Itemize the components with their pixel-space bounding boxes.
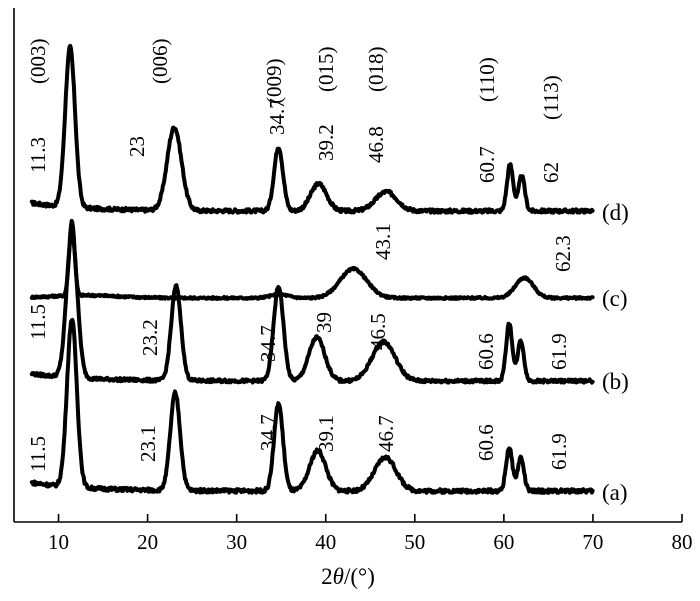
peak-label-b: 11.5 xyxy=(26,304,50,340)
peak-label-c: 43.1 xyxy=(371,223,395,260)
peak-label-d: 34.7 xyxy=(265,98,289,135)
peak-label-a: 61.9 xyxy=(547,433,571,470)
peak-label-a: 46.7 xyxy=(374,415,398,452)
peak-label-d: 11.3 xyxy=(26,137,50,173)
peak-label-a: 39.1 xyxy=(314,415,338,452)
peak-label-d: 60.7 xyxy=(475,146,499,183)
series-label: (a) xyxy=(602,480,628,505)
hkl-label: (018) xyxy=(364,47,388,93)
x-tick-label: 60 xyxy=(493,530,514,554)
peak-label-b: 34.7 xyxy=(256,325,280,362)
annotations: 11.3 23 34.7 39.2 46.8 60.7 62 (003) (006) (009) (… xyxy=(26,39,629,506)
x-axis-title: 2θ/(°) xyxy=(321,564,375,589)
x-tick-label: 10 xyxy=(48,530,69,554)
series-label: (b) xyxy=(602,369,629,394)
x-tick-label: 40 xyxy=(315,530,336,554)
series-label: (c) xyxy=(602,286,628,311)
peak-label-d: 46.8 xyxy=(364,126,388,163)
peak-label-d: 62 xyxy=(539,162,563,183)
peak-label-a: 23.1 xyxy=(136,425,160,462)
hkl-label: (003) xyxy=(26,39,50,85)
peak-label-b: 23.2 xyxy=(138,319,162,356)
peak-label-c: 62.3 xyxy=(551,235,575,272)
curves xyxy=(29,43,595,495)
x-ticks: 10 20 30 40 50 60 70 80 xyxy=(48,514,693,554)
peak-label-a: 34.7 xyxy=(256,414,280,451)
peak-label-b: 39 xyxy=(312,312,336,333)
hkl-label: (113) xyxy=(539,75,563,120)
x-tick-label: 30 xyxy=(226,530,247,554)
x-axis-title-variable: θ xyxy=(333,564,344,589)
series-curve xyxy=(29,43,595,215)
hkl-label: (110) xyxy=(475,57,499,102)
x-axis-title-unit: /(°) xyxy=(344,564,375,589)
x-axis-title-prefix: 2 xyxy=(321,564,333,589)
peak-label-d: 23 xyxy=(125,136,149,157)
series-curve xyxy=(29,317,595,495)
x-tick-label: 70 xyxy=(582,530,603,554)
x-tick-label: 80 xyxy=(672,530,693,554)
hkl-label: (015) xyxy=(314,47,338,93)
peak-label-b: 61.9 xyxy=(547,333,571,370)
series-curve xyxy=(29,218,595,301)
x-tick-label: 50 xyxy=(404,530,425,554)
peak-label-d: 39.2 xyxy=(314,124,338,161)
series-label: (d) xyxy=(602,200,629,225)
hkl-label: (006) xyxy=(148,39,172,85)
hkl-label: (009) xyxy=(262,59,286,105)
peak-label-b: 60.6 xyxy=(474,333,498,370)
peak-label-b: 46.5 xyxy=(366,313,390,350)
peak-label-a: 11.5 xyxy=(26,436,50,472)
x-tick-label: 20 xyxy=(137,530,158,554)
peak-label-a: 60.6 xyxy=(474,424,498,461)
series-curve xyxy=(29,230,595,385)
axes xyxy=(13,8,682,523)
